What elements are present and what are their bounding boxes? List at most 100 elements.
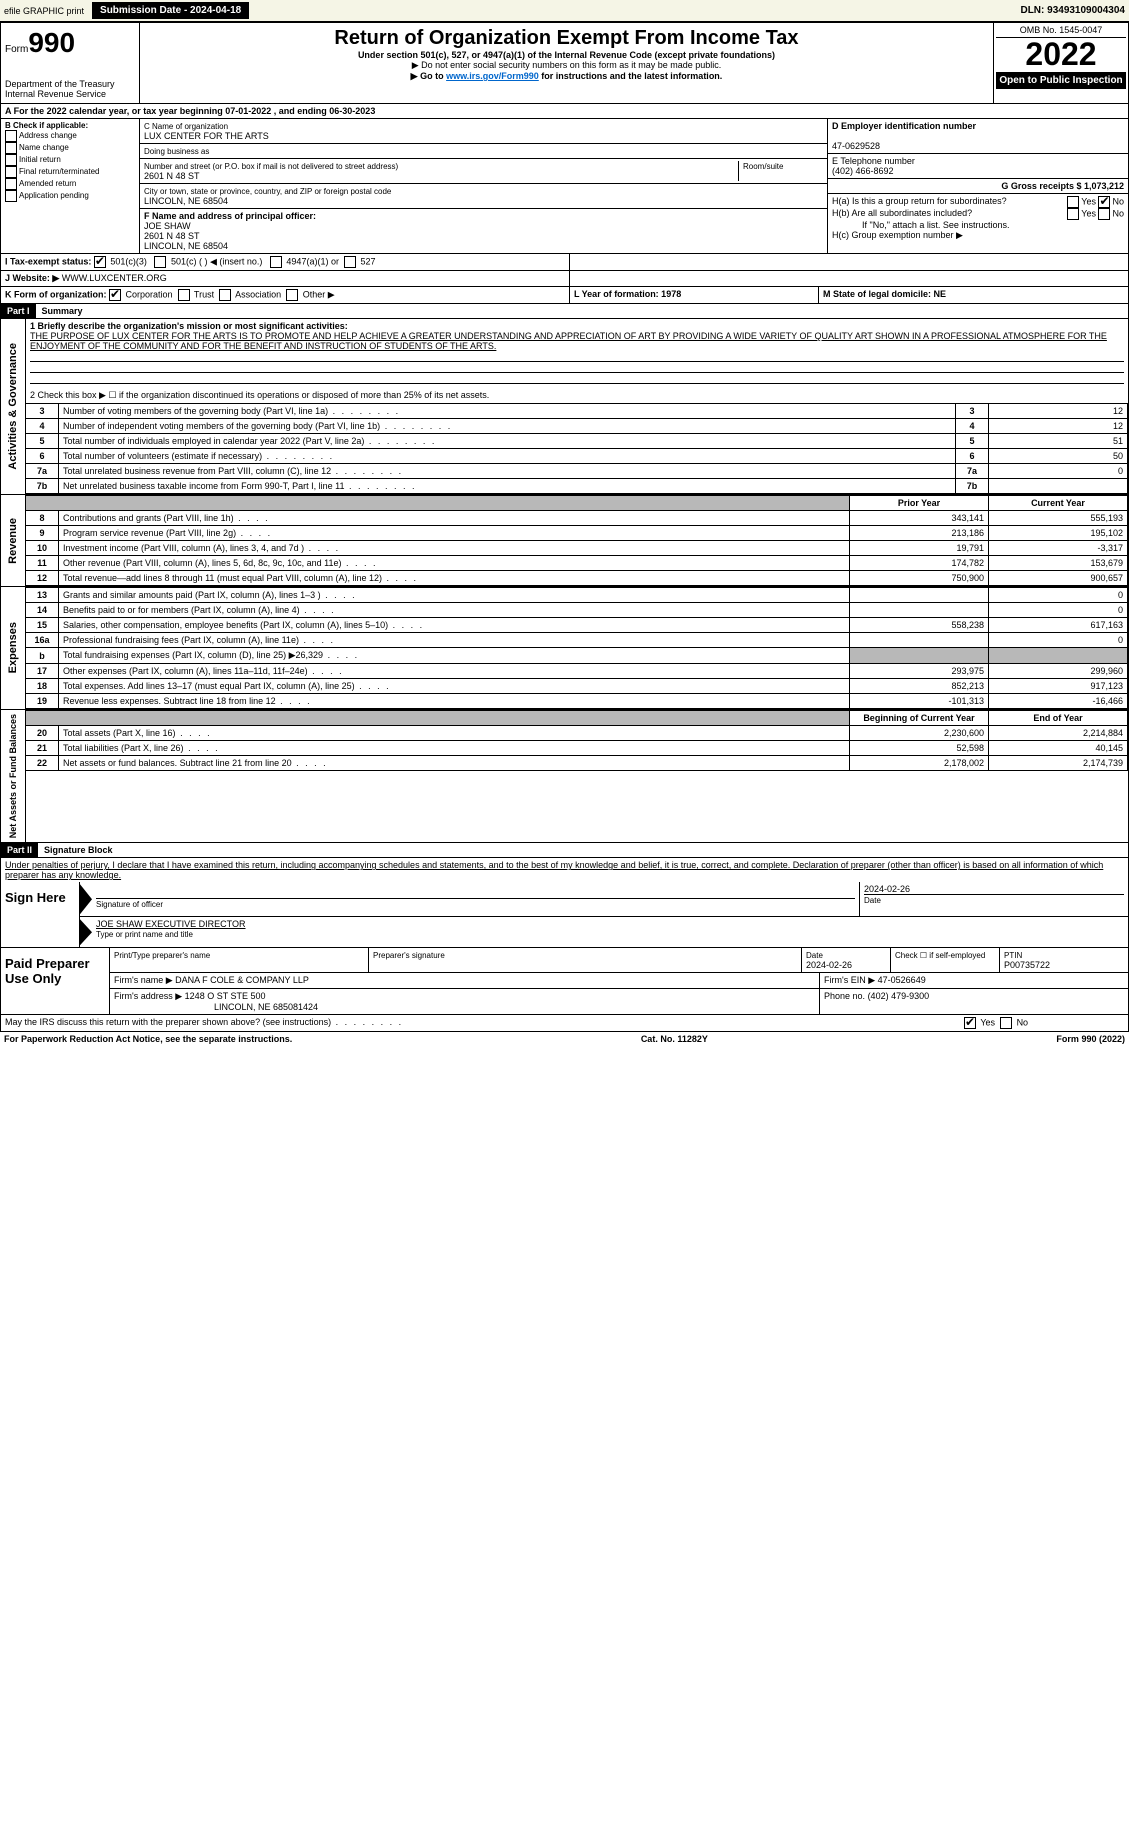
website-label: J Website: ▶: [5, 273, 59, 283]
prep-date-label: Date: [806, 951, 823, 960]
header-left: Form990 Department of the Treasury Inter…: [1, 23, 140, 103]
table-row: bTotal fundraising expenses (Part IX, co…: [26, 648, 1128, 664]
cb-501c[interactable]: [154, 256, 166, 268]
gross-row: G Gross receipts $ 1,073,212: [828, 179, 1128, 194]
opt-501c3: 501(c)(3): [110, 256, 147, 266]
table-row: 14Benefits paid to or for members (Part …: [26, 603, 1128, 618]
cb-4947[interactable]: [270, 256, 282, 268]
opt-amended: Amended return: [19, 179, 76, 188]
side-exp-text: Expenses: [5, 618, 21, 677]
cb-501c3[interactable]: [94, 256, 106, 268]
cb-hb-yes[interactable]: [1067, 208, 1079, 220]
col-b-title: B Check if applicable:: [5, 121, 88, 130]
col-c-org: C Name of organization LUX CENTER FOR TH…: [140, 119, 828, 253]
exp-table: 13Grants and similar amounts paid (Part …: [26, 587, 1128, 709]
section-net-assets: Net Assets or Fund Balances Beginning of…: [0, 710, 1129, 843]
row-k-form-org: K Form of organization: Corporation Trus…: [0, 287, 1129, 304]
submission-date: Submission Date - 2024-04-18: [92, 2, 249, 19]
table-header-row: Prior YearCurrent Year: [26, 496, 1128, 511]
form-title: Return of Organization Exempt From Incom…: [144, 27, 989, 50]
hc-label: H(c) Group exemption number ▶: [832, 230, 1124, 241]
q2-discontinued: 2 Check this box ▶ ☐ if the organization…: [26, 388, 1128, 403]
side-net: Net Assets or Fund Balances: [1, 710, 26, 842]
org-name-row: C Name of organization LUX CENTER FOR TH…: [140, 119, 827, 144]
cb-name[interactable]: [5, 142, 17, 154]
room-label: Room/suite: [743, 162, 783, 171]
row-i-tax-status: I Tax-exempt status: 501(c)(3) 501(c) ( …: [0, 254, 1129, 271]
officer-label: F Name and address of principal officer:: [144, 211, 316, 221]
form-subtitle: Under section 501(c), 527, or 4947(a)(1)…: [144, 50, 989, 60]
cb-assoc[interactable]: [219, 289, 231, 301]
efile-label: efile GRAPHIC print: [4, 6, 84, 16]
cb-hb-no[interactable]: [1098, 208, 1110, 220]
form-label: Form: [5, 44, 28, 55]
table-row: 8Contributions and grants (Part VIII, li…: [26, 511, 1128, 526]
tax-year-text: A For the 2022 calendar year, or tax yea…: [5, 106, 375, 116]
mission-text: THE PURPOSE OF LUX CENTER FOR THE ARTS I…: [30, 331, 1107, 351]
irs-link[interactable]: www.irs.gov/Form990: [446, 71, 539, 81]
discuss-row: May the IRS discuss this return with the…: [0, 1015, 1129, 1032]
firm-addr: 1248 O ST STE 500: [185, 991, 266, 1001]
ein-label: D Employer identification number: [832, 121, 976, 131]
cb-ha-no[interactable]: [1098, 196, 1110, 208]
addr-row: Number and street (or P.O. box if mail i…: [140, 159, 827, 184]
cb-address[interactable]: [5, 130, 17, 142]
opt-trust: Trust: [194, 289, 214, 299]
gov-table: 3Number of voting members of the governi…: [26, 403, 1128, 494]
dln: DLN: 93493109004304: [1020, 5, 1125, 16]
discuss-no: No: [1017, 1018, 1029, 1028]
tax-year: 2022: [996, 38, 1126, 70]
cb-discuss-no[interactable]: [1000, 1017, 1012, 1029]
officer-sig-name: JOE SHAW EXECUTIVE DIRECTOR: [96, 919, 1124, 929]
header-right: OMB No. 1545-0047 2022 Open to Public In…: [993, 23, 1128, 103]
table-row: 17Other expenses (Part IX, column (A), l…: [26, 664, 1128, 679]
phone-label: E Telephone number: [832, 156, 915, 166]
cb-amended[interactable]: [5, 178, 17, 190]
org-info-grid: B Check if applicable: Address change Na…: [0, 119, 1129, 254]
form-org-label: K Form of organization:: [5, 289, 107, 299]
cb-corp[interactable]: [109, 289, 121, 301]
firm-phone: (402) 479-9300: [868, 991, 930, 1001]
table-row: 20Total assets (Part X, line 16)2,230,60…: [26, 726, 1128, 741]
hb-answer: Yes No: [1067, 208, 1124, 220]
firm-addr-label: Firm's address ▶: [114, 991, 182, 1001]
officer-name: JOE SHAW: [144, 221, 191, 231]
part2-badge: Part II: [1, 843, 38, 857]
tax-status-label: I Tax-exempt status:: [5, 256, 91, 266]
table-row: 5Total number of individuals employed in…: [26, 434, 1128, 449]
firm-ein: 47-0526649: [878, 975, 926, 985]
cb-ha-yes[interactable]: [1067, 196, 1079, 208]
check-self: Check ☐ if self-employed: [895, 951, 985, 960]
dba-label: Doing business as: [144, 147, 209, 156]
date-label: Date: [864, 896, 881, 905]
phone-row: E Telephone number (402) 466-8692: [828, 154, 1128, 179]
irs: Internal Revenue Service: [5, 89, 135, 99]
cb-trust[interactable]: [178, 289, 190, 301]
cb-discuss-yes[interactable]: [964, 1017, 976, 1029]
cb-527[interactable]: [344, 256, 356, 268]
state-domicile: M State of legal domicile: NE: [823, 289, 946, 299]
cb-pending[interactable]: [5, 190, 17, 202]
addr-label: Number and street (or P.O. box if mail i…: [144, 162, 398, 171]
officer-city: LINCOLN, NE 68504: [144, 241, 228, 251]
city-label: City or town, state or province, country…: [144, 187, 391, 196]
declaration: Under penalties of perjury, I declare th…: [0, 858, 1129, 882]
cb-other[interactable]: [286, 289, 298, 301]
dept-treasury: Department of the Treasury: [5, 79, 135, 89]
table-row: 7bNet unrelated business taxable income …: [26, 479, 1128, 494]
rev-table: Prior YearCurrent Year8Contributions and…: [26, 495, 1128, 586]
row-j-website: J Website: ▶ WWW.LUXCENTER.ORG: [0, 271, 1129, 287]
h-note: If "No," attach a list. See instructions…: [832, 220, 1124, 230]
table-row: 6Total number of volunteers (estimate if…: [26, 449, 1128, 464]
opt-other: Other ▶: [303, 289, 335, 299]
cat-no: Cat. No. 11282Y: [641, 1034, 708, 1044]
opt-final: Final return/terminated: [19, 167, 99, 176]
cb-final[interactable]: [5, 166, 17, 178]
declaration-text: Under penalties of perjury, I declare th…: [5, 860, 1103, 880]
section-revenue: Revenue Prior YearCurrent Year8Contribut…: [0, 495, 1129, 587]
table-header-row: Beginning of Current YearEnd of Year: [26, 711, 1128, 726]
org-name: LUX CENTER FOR THE ARTS: [144, 131, 269, 141]
cb-initial[interactable]: [5, 154, 17, 166]
opt-name: Name change: [19, 143, 69, 152]
prep-sig-label: Preparer's signature: [373, 951, 445, 960]
